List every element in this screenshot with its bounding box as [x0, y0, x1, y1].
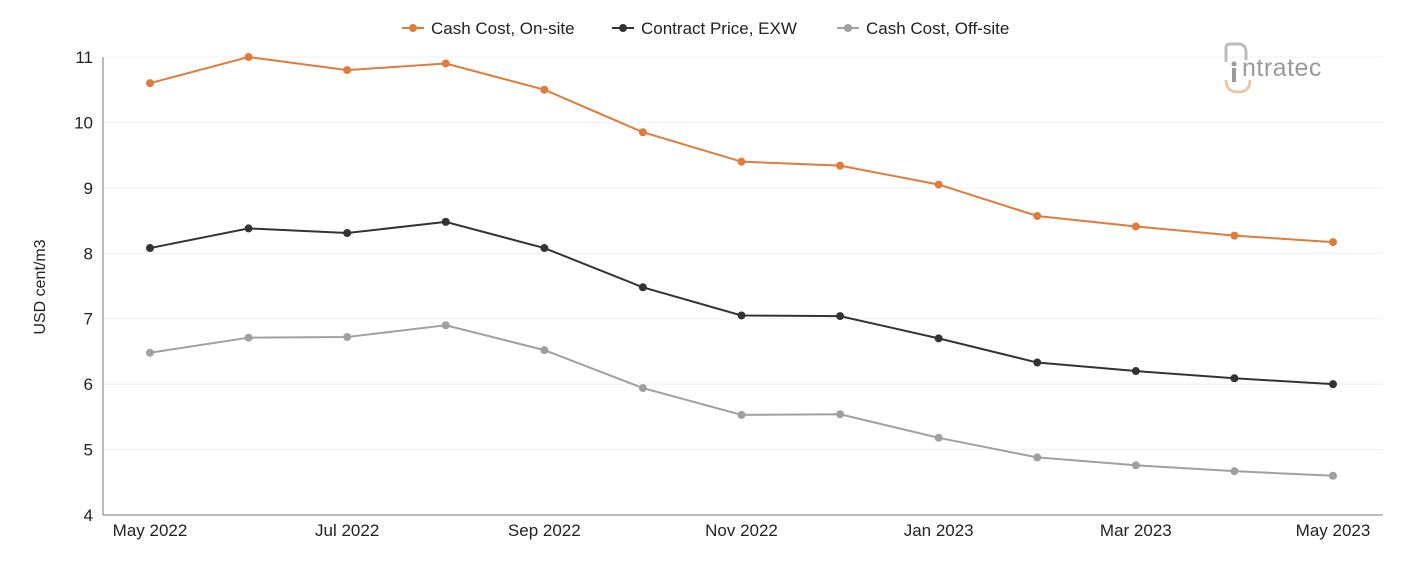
data-point	[244, 224, 253, 233]
series-line-1	[149, 220, 1334, 386]
data-point	[1230, 467, 1239, 476]
y-axis-title: USD cent/m3	[32, 239, 49, 334]
data-point	[638, 384, 647, 393]
data-point	[146, 79, 154, 88]
data-point	[1329, 471, 1337, 480]
data-point	[836, 410, 845, 419]
legend-label: Cash Cost, Off-site	[866, 19, 1009, 38]
data-point	[540, 346, 549, 355]
data-point	[1033, 358, 1042, 367]
data-point	[934, 334, 943, 343]
data-point	[343, 66, 352, 75]
data-point	[1329, 380, 1337, 389]
data-point	[343, 229, 352, 238]
y-tick-label: 7	[84, 310, 93, 329]
y-tick-label: 9	[84, 179, 93, 198]
y-tick-label: 8	[84, 244, 93, 263]
x-tick-label: Jan 2023	[904, 521, 974, 540]
x-tick-label: May 2023	[1296, 521, 1371, 540]
data-point	[638, 128, 647, 137]
data-point	[1033, 211, 1042, 220]
data-point	[1131, 367, 1140, 376]
legend: Cash Cost, On-site Contract Price, EXW Cas…	[402, 19, 1009, 38]
legend-item-2: Cash Cost, Off-site	[837, 19, 1009, 38]
legend-marker-icon	[409, 24, 417, 32]
logo-arc-icon	[1224, 79, 1252, 94]
data-point	[737, 311, 746, 320]
data-point	[146, 348, 154, 357]
y-tick-label: 10	[74, 113, 93, 132]
data-point	[836, 312, 845, 321]
y-tick-label: 11	[75, 48, 93, 67]
data-point	[343, 333, 352, 342]
data-point	[1033, 453, 1042, 462]
data-point	[737, 410, 746, 419]
data-point	[146, 244, 154, 253]
legend-label: Contract Price, EXW	[641, 19, 797, 38]
logo-dot-icon	[1231, 61, 1237, 67]
data-point	[1131, 461, 1140, 470]
data-point	[737, 157, 746, 166]
data-point	[1131, 222, 1140, 231]
legend-marker-icon	[619, 24, 627, 32]
data-point	[638, 283, 647, 292]
series-line-2	[149, 324, 1334, 477]
axes: 4 5 6 7 8 9 10 11 May 2022 Jul 2022 Sep 2022 Nov 20…	[74, 48, 1383, 540]
y-tick-label: 4	[84, 506, 93, 525]
data-point	[1230, 231, 1239, 240]
data-point	[540, 85, 549, 94]
logo-stem-icon	[1232, 68, 1236, 82]
x-tick-label: Mar 2023	[1100, 521, 1172, 540]
data-point	[836, 161, 845, 170]
x-tick-label: Sep 2022	[508, 521, 581, 540]
x-tick-label: Nov 2022	[705, 521, 778, 540]
data-point	[540, 244, 549, 253]
legend-item-1: Contract Price, EXW	[612, 19, 797, 38]
grid-lines	[103, 56, 1383, 451]
data-point	[441, 321, 450, 330]
logo-text: ntratec	[1242, 54, 1322, 82]
data-point	[934, 433, 943, 442]
y-tick-label: 5	[84, 441, 93, 460]
logo-mark-icon	[1224, 42, 1248, 62]
data-point	[441, 217, 450, 226]
series-lines	[146, 53, 1337, 480]
series-line-0	[149, 55, 1334, 244]
intratec-logo: ntratec	[1224, 42, 1322, 94]
legend-marker-icon	[844, 24, 852, 32]
y-tick-label: 6	[84, 375, 93, 394]
x-tick-label: May 2022	[113, 521, 188, 540]
x-tick-label: Jul 2022	[315, 521, 379, 540]
data-point	[244, 53, 253, 61]
legend-item-0: Cash Cost, On-site	[402, 19, 575, 38]
data-point	[1329, 238, 1337, 247]
data-point	[244, 333, 253, 342]
data-point	[441, 59, 450, 68]
data-point	[934, 180, 943, 189]
legend-label: Cash Cost, On-site	[431, 19, 575, 38]
data-point	[1230, 374, 1239, 383]
